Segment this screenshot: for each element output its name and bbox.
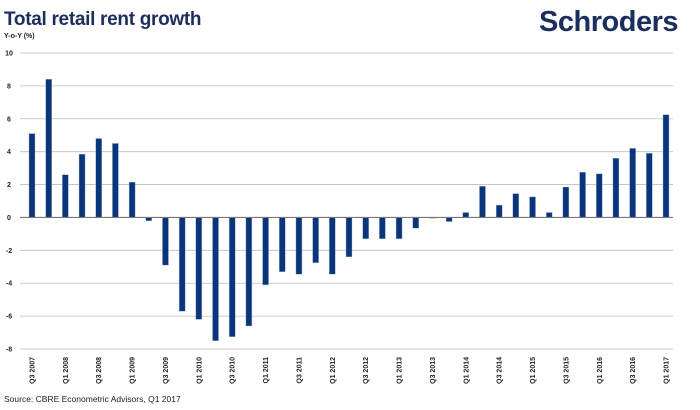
- y-tick-label: 2: [7, 182, 11, 189]
- x-tick-label: Q1 2012: [330, 357, 337, 384]
- bar: [579, 172, 586, 218]
- bar: [262, 217, 269, 286]
- x-tick-label: Q3 2014: [497, 357, 504, 384]
- bar: [245, 217, 253, 327]
- x-tick-label: Q1 2014: [463, 357, 470, 384]
- bar: [178, 217, 186, 312]
- x-tick-label: Q3 2015: [563, 357, 570, 384]
- x-tick-label: Q1 2015: [530, 357, 537, 384]
- schroders-logo: Schroders: [539, 6, 678, 38]
- y-tick-label: -2: [6, 248, 12, 255]
- bar: [562, 186, 570, 218]
- bar: [629, 148, 636, 218]
- bar: [529, 196, 536, 218]
- x-tick-label: Q1 2013: [397, 357, 404, 384]
- x-tick-label: Q3 2010: [230, 357, 237, 384]
- x-tick-label: Q1 2016: [597, 357, 604, 384]
- bar: [312, 217, 319, 263]
- x-tick-label: Q1 2009: [130, 357, 137, 384]
- bar: [546, 212, 553, 218]
- bar: [45, 79, 52, 218]
- y-tick-label: -4: [6, 281, 12, 288]
- bar: [78, 153, 86, 218]
- y-tick-label: -6: [6, 314, 12, 321]
- y-tick-label: 8: [7, 83, 11, 90]
- bar: [345, 217, 353, 258]
- x-tick-label: Q3 2013: [430, 357, 437, 384]
- bar: [412, 217, 419, 229]
- bar: [329, 217, 336, 275]
- bar: [596, 173, 603, 218]
- x-tick-label: Q3 2011: [296, 357, 303, 384]
- bar: [28, 133, 36, 218]
- bar: [295, 217, 303, 275]
- y-tick-label: 10: [5, 51, 13, 58]
- x-tick-label: Q3 2009: [163, 357, 170, 384]
- x-tick-label: Q1 2010: [196, 357, 203, 384]
- bar: [512, 193, 520, 218]
- x-tick-label: Q1 2017: [664, 357, 671, 384]
- bar: [212, 217, 219, 341]
- y-tick-label: 6: [7, 116, 11, 123]
- bar: [462, 212, 469, 218]
- bar: [229, 217, 236, 337]
- bar: [612, 158, 620, 218]
- bar: [195, 217, 203, 320]
- x-tick-label: Q3 2007: [30, 357, 37, 384]
- bar: [662, 114, 670, 218]
- bar: [495, 204, 503, 218]
- bar: [362, 217, 369, 240]
- bar: [279, 217, 286, 272]
- bar: [62, 174, 69, 218]
- bar: [395, 217, 403, 240]
- y-tick-label: 4: [7, 149, 11, 156]
- bar: [445, 217, 453, 222]
- x-tick-label: Q1 2011: [263, 357, 270, 384]
- x-tick-label: Q3 2012: [363, 357, 370, 384]
- y-tick-label: 0: [7, 215, 11, 222]
- y-axis-label: Y-o-Y (%): [4, 33, 35, 40]
- x-tick-label: Q3 2008: [96, 357, 103, 384]
- x-tick-label: Q3 2016: [630, 357, 637, 384]
- bar: [379, 217, 386, 240]
- bar: [128, 181, 136, 218]
- bar: [112, 143, 119, 218]
- y-tick-label: -8: [6, 347, 12, 354]
- x-tick-label: Q1 2008: [63, 357, 70, 384]
- chart-title: Total retail rent growth: [4, 9, 202, 30]
- bar: [646, 153, 653, 218]
- bar: [162, 217, 169, 266]
- bar: [95, 138, 102, 218]
- bar: [479, 185, 486, 218]
- source-note: Source: CBRE Econometric Advisors, Q1 20…: [4, 394, 181, 404]
